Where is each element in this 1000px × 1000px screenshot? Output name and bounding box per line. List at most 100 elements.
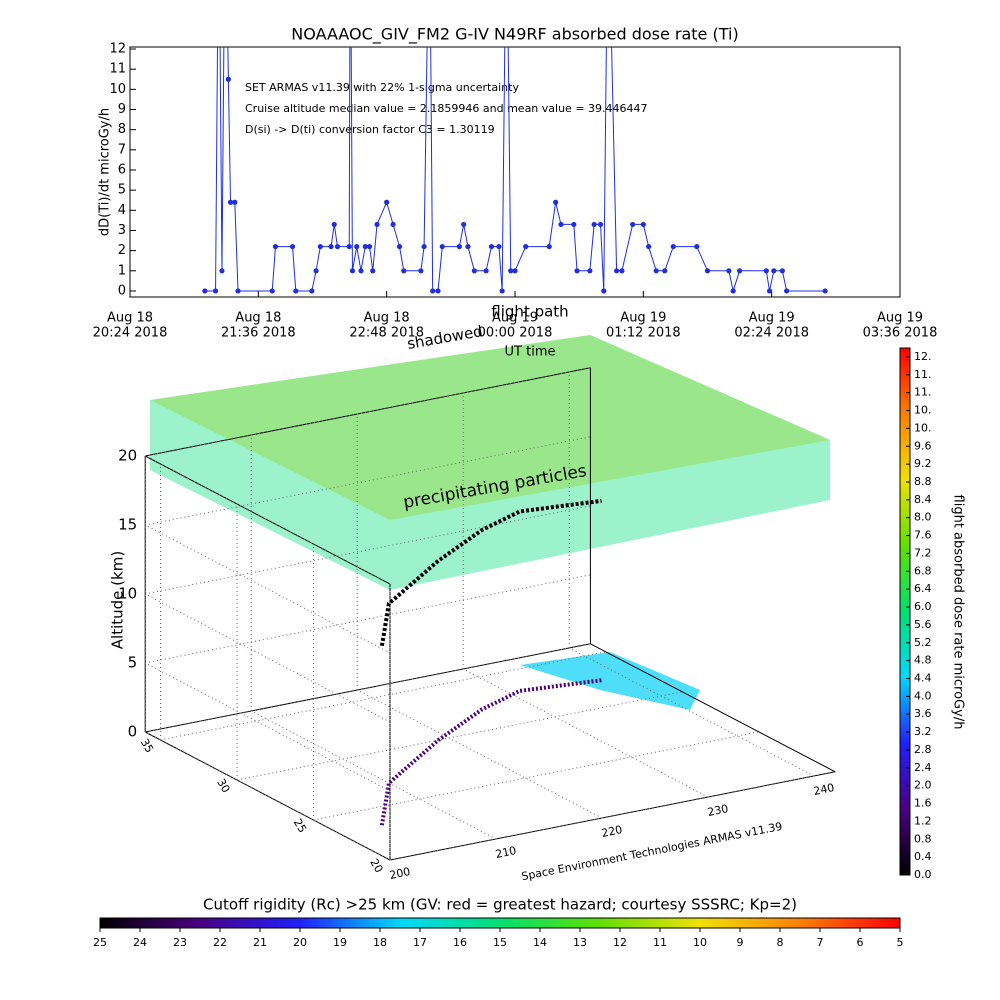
cutoff-region — [520, 652, 700, 710]
x-tick-label: 21:36 2018 — [221, 326, 296, 341]
data-point — [225, 76, 231, 82]
colorbar-tick-label: 10. — [914, 404, 932, 417]
data-point — [512, 268, 518, 274]
data-point — [779, 268, 785, 274]
data-point — [384, 199, 390, 205]
grid-line — [250, 710, 497, 840]
y-tick-label: 0 — [118, 283, 126, 298]
data-point — [662, 268, 668, 274]
data-point — [771, 268, 777, 274]
box-edge — [389, 771, 836, 861]
data-point — [694, 243, 700, 250]
z-axis-label: Altitude (km) — [109, 551, 127, 649]
data-point — [390, 221, 396, 228]
colorbar-tick-label: 4.0 — [914, 689, 932, 702]
y-axis-label: dD(Ti)/dt microGy/h — [98, 108, 113, 236]
y-tick-label: 8 — [118, 122, 126, 137]
data-point — [366, 243, 373, 250]
colorbar-tick-label: 9.6 — [914, 439, 932, 452]
data-point — [508, 268, 514, 274]
grid-line — [144, 662, 391, 792]
colorbar-tick-label: 13 — [573, 936, 587, 949]
data-point — [401, 268, 407, 274]
colorbar-tick-label: 3.6 — [914, 707, 932, 720]
x-tick-label: 220 — [600, 823, 623, 840]
y-tick-label: 12 — [109, 42, 126, 57]
colorbar — [99, 917, 901, 929]
data-point — [227, 199, 234, 205]
x-axis-label: UT time — [505, 345, 556, 360]
data-point — [822, 288, 828, 294]
data-point — [232, 199, 238, 205]
z-tick-label: 5 — [128, 654, 138, 672]
data-point — [523, 243, 529, 250]
colorbar-tick-label: 9 — [737, 936, 744, 949]
data-point — [571, 221, 577, 228]
data-point — [465, 243, 471, 250]
data-point — [328, 243, 334, 250]
colorbar-tick-label: 2.8 — [914, 743, 932, 756]
x-tick-label: 02:24 2018 — [734, 326, 809, 341]
data-point — [331, 221, 337, 228]
x-tick-label: 230 — [706, 802, 729, 819]
data-point — [219, 268, 225, 274]
box-edge — [144, 455, 391, 585]
grid-line — [356, 689, 603, 819]
colorbar-tick-label: 18 — [373, 936, 387, 949]
data-point — [488, 243, 495, 250]
data-point — [630, 221, 636, 228]
colorbar-tick-label: 23 — [173, 936, 187, 949]
z-tick-label: 10 — [118, 585, 137, 603]
grid-line — [236, 691, 683, 781]
data-point — [456, 243, 462, 250]
colorbar-tick-label: 4.4 — [914, 671, 932, 684]
colorbar-tick-label: 15 — [493, 936, 507, 949]
data-point — [293, 288, 299, 294]
colorbar-tick-label: 12. — [914, 350, 932, 363]
data-point — [646, 243, 652, 250]
data-point — [212, 288, 219, 294]
y-tick-label: 11 — [109, 62, 126, 77]
data-point — [471, 268, 477, 274]
y-tick-label: 3 — [118, 223, 126, 238]
colorbar-tick-label: 25 — [93, 936, 107, 949]
annotation: SET ARMAS v11.39 with 22% 1-sigma uncert… — [245, 81, 519, 94]
colorbar-tick-label: 2.4 — [914, 761, 932, 774]
colorbar — [899, 347, 911, 876]
data-point — [499, 288, 505, 294]
data-point — [613, 268, 620, 274]
colorbar-label: flight absorbed dose rate microGy/h — [951, 495, 966, 730]
colorbar-tick-label: 16 — [453, 936, 467, 949]
data-point — [272, 243, 279, 250]
colorbar-tick-label: 21 — [253, 936, 267, 949]
colorbar-tick-label: 1.2 — [914, 814, 932, 827]
y-tick-label: 25 — [291, 816, 309, 835]
data-point — [370, 268, 376, 274]
x-tick-label: Aug 19 — [492, 311, 538, 326]
data-point — [202, 288, 208, 294]
y-tick-label: 7 — [118, 142, 126, 157]
colorbar-tick-label: 10. — [914, 421, 932, 434]
colorbar-tick-label: 3.2 — [914, 725, 932, 738]
y-tick-label: 10 — [109, 82, 126, 97]
data-point — [784, 288, 790, 294]
colorbar-tick-label: 0.0 — [914, 868, 932, 881]
colorbar-tick-label: 2.0 — [914, 779, 932, 792]
data-point — [483, 268, 489, 274]
z-tick-label: 0 — [128, 723, 138, 741]
data-point — [334, 243, 341, 250]
annotation: Cruise altitude median value = 2.1859946… — [245, 102, 648, 115]
y-tick-label: 9 — [118, 102, 126, 117]
colorbar-tick-label: 6 — [857, 936, 864, 949]
data-point — [358, 268, 364, 274]
data-point — [704, 268, 711, 274]
x-tick-label: 22:48 2018 — [349, 326, 424, 341]
data-point — [362, 243, 368, 250]
data-point — [435, 288, 441, 294]
x-tick-label: 20:24 2018 — [93, 326, 168, 341]
data-point — [736, 268, 743, 274]
colorbar-tick-label: 12 — [613, 936, 627, 949]
x-tick-label: Aug 19 — [749, 311, 795, 326]
x-tick-label: 240 — [812, 781, 835, 798]
data-point — [421, 243, 427, 250]
